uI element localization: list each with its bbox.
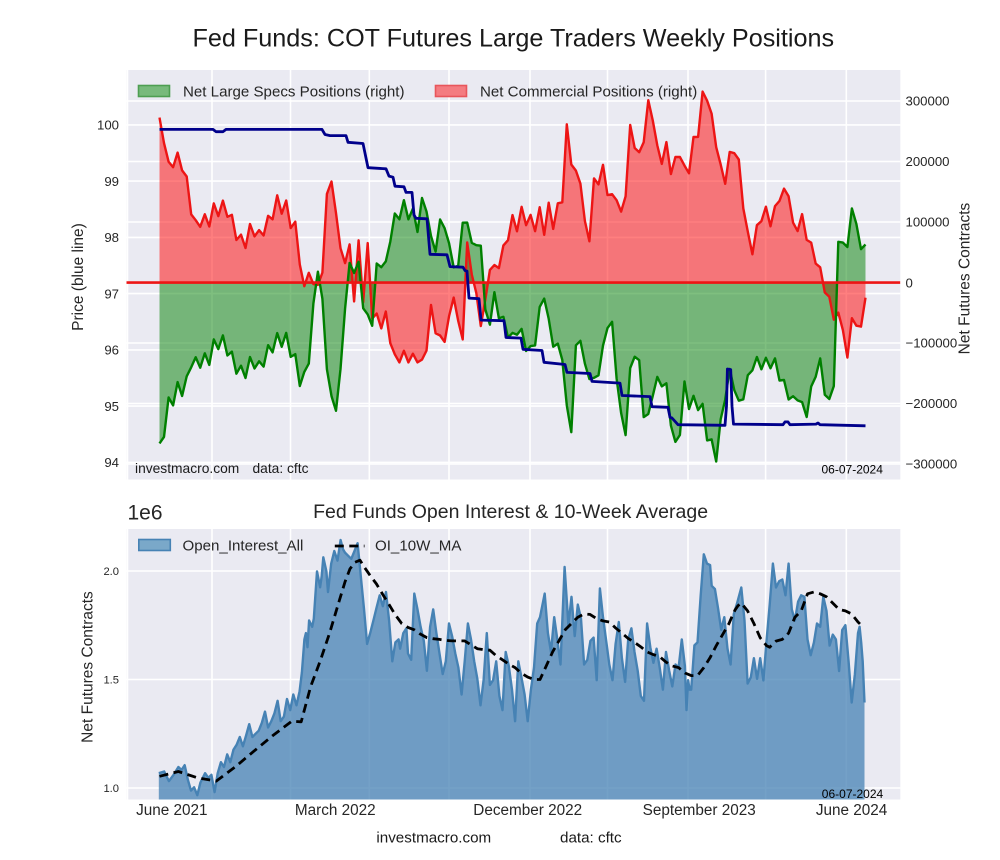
svg-text:June 2021: June 2021 (136, 802, 207, 819)
svg-text:−300000: −300000 (906, 457, 958, 472)
svg-text:−100000: −100000 (906, 336, 958, 351)
svg-text:Net Futures Contracts: Net Futures Contracts (957, 202, 974, 354)
svg-text:100: 100 (97, 118, 119, 133)
svg-text:OI_10W_MA: OI_10W_MA (375, 538, 462, 555)
svg-text:94: 94 (104, 455, 119, 470)
svg-text:06-07-2024: 06-07-2024 (822, 787, 884, 801)
svg-text:September 2023: September 2023 (643, 802, 756, 819)
svg-text:0: 0 (906, 275, 913, 290)
svg-text:data: cftc: data: cftc (560, 830, 622, 847)
svg-text:99: 99 (104, 174, 119, 189)
svg-text:Net Large Specs Positions (rig: Net Large Specs Positions (right) (183, 84, 404, 101)
svg-text:98: 98 (104, 230, 119, 245)
svg-text:1.0: 1.0 (103, 783, 119, 795)
svg-text:−200000: −200000 (906, 396, 958, 411)
svg-text:2.0: 2.0 (103, 566, 119, 578)
svg-text:95: 95 (104, 399, 119, 414)
svg-text:97: 97 (104, 286, 119, 301)
svg-text:1.5: 1.5 (103, 674, 119, 686)
svg-text:Fed Funds: COT Futures Large T: Fed Funds: COT Futures Large Traders Wee… (192, 25, 834, 53)
svg-text:300000: 300000 (906, 94, 950, 109)
svg-text:100000: 100000 (906, 215, 950, 230)
svg-text:Open_Interest_All: Open_Interest_All (183, 538, 304, 555)
svg-text:March 2022: March 2022 (295, 802, 376, 819)
svg-text:December 2022: December 2022 (473, 802, 582, 819)
svg-text:1e6: 1e6 (128, 502, 163, 525)
svg-text:data: cftc: data: cftc (253, 461, 309, 476)
svg-text:Price (blue line): Price (blue line) (70, 223, 87, 331)
svg-text:06-07-2024: 06-07-2024 (822, 463, 884, 477)
svg-text:investmacro.com: investmacro.com (376, 830, 491, 847)
svg-text:Net Commercial Positions (righ: Net Commercial Positions (right) (480, 84, 697, 101)
svg-text:200000: 200000 (906, 154, 950, 169)
svg-text:96: 96 (104, 343, 119, 358)
svg-text:June 2024: June 2024 (816, 802, 888, 819)
svg-text:investmacro.com: investmacro.com (135, 461, 239, 476)
svg-text:Net Futures Contracts: Net Futures Contracts (80, 591, 97, 743)
svg-text:Fed Funds Open Interest & 10-W: Fed Funds Open Interest & 10-Week Averag… (313, 501, 708, 523)
